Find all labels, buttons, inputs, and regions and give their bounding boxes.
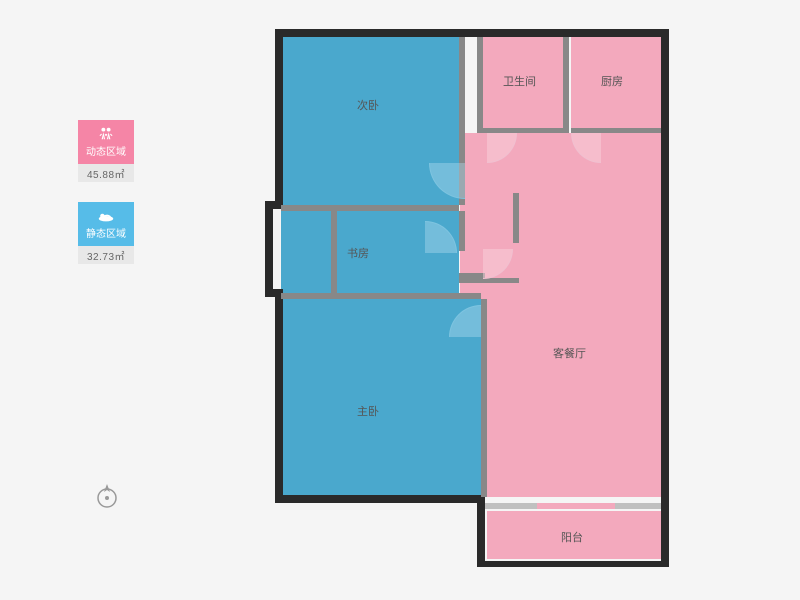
legend-static-area: 32.73㎡: [78, 246, 134, 264]
legend-static-label: 静态区域: [86, 225, 126, 240]
floorplan: 次卧 书房 主卧 卫生间 厨房 客餐厅 阳台: [265, 25, 735, 580]
legend-dynamic-area: 45.88㎡: [78, 164, 134, 182]
label-study: 书房: [347, 245, 369, 261]
sleep-icon: [97, 209, 115, 223]
label-second-bedroom: 次卧: [357, 97, 379, 113]
label-master-bedroom: 主卧: [357, 403, 379, 419]
legend-dynamic-label: 动态区域: [86, 143, 126, 158]
legend-dynamic-box: 动态区域: [78, 120, 134, 164]
label-bathroom: 卫生间: [503, 73, 536, 89]
legend-static-box: 静态区域: [78, 202, 134, 246]
legend: 动态区域 45.88㎡ 静态区域 32.73㎡: [78, 120, 134, 284]
label-kitchen: 厨房: [601, 73, 623, 89]
legend-dynamic: 动态区域 45.88㎡: [78, 120, 134, 182]
legend-static: 静态区域 32.73㎡: [78, 202, 134, 264]
label-living-dining: 客餐厅: [553, 345, 586, 361]
compass-icon: [93, 482, 121, 510]
people-icon: [97, 127, 115, 141]
label-balcony: 阳台: [561, 529, 583, 545]
